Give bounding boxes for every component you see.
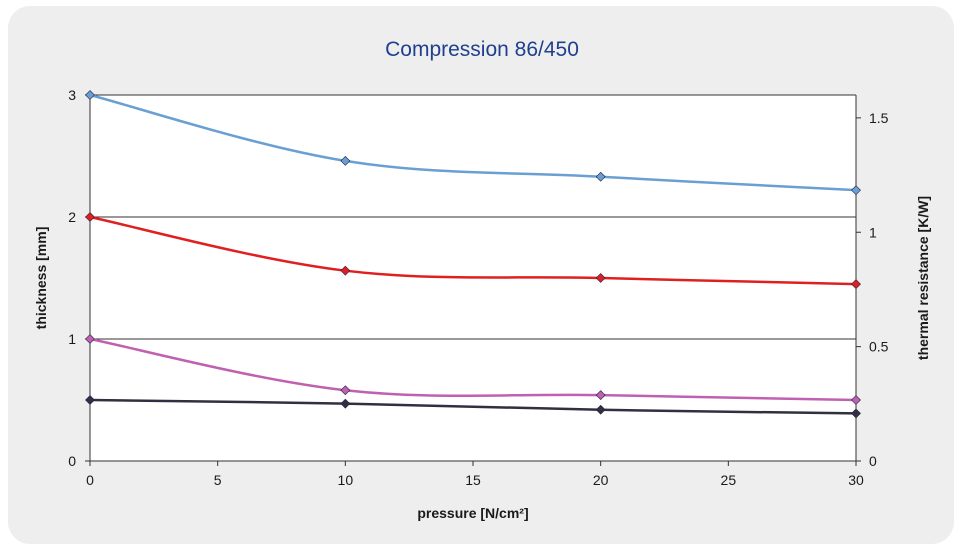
series-4-point	[851, 408, 861, 419]
x-tick-label: 5	[214, 472, 222, 488]
y2-tick-label: 1.5	[869, 110, 889, 126]
series-4-point	[85, 395, 95, 405]
x-tick-label: 0	[86, 472, 94, 488]
chart-title: Compression 86/450	[385, 38, 579, 61]
series-group	[85, 90, 861, 419]
x-tick-label: 20	[593, 472, 609, 488]
series-1-point	[595, 171, 606, 182]
series-line-3	[89, 337, 857, 402]
series-1-point	[340, 155, 351, 166]
series-1-point	[85, 90, 95, 100]
y-tick-label: 0	[68, 453, 76, 469]
y-tick-label: 2	[68, 209, 76, 225]
x-tick-label: 30	[848, 472, 864, 488]
y-axis-label: thickness [mm]	[33, 227, 49, 330]
x-axis-label: pressure [N/cm²]	[417, 505, 528, 521]
series-4-point	[595, 404, 606, 415]
y2-tick-label: 0.5	[869, 339, 889, 355]
series-3-point	[595, 390, 606, 401]
series-3-point	[340, 385, 351, 396]
series-line-1	[89, 93, 857, 192]
series-4-point	[340, 398, 351, 409]
series-2-point	[340, 265, 351, 276]
series-2-point	[851, 279, 861, 290]
y2-axis-label: thermal resistance [K/W]	[915, 196, 931, 360]
series-1-point	[851, 185, 861, 196]
series-2-point	[85, 212, 95, 222]
y2-tick-label: 0	[869, 453, 877, 469]
y2-tick-label: 1	[869, 224, 877, 240]
y-tick-label: 3	[68, 87, 76, 103]
x-tick-label: 25	[721, 472, 737, 488]
y-tick-label: 1	[68, 331, 76, 347]
series-2-point	[595, 273, 606, 283]
series-line-4	[89, 398, 857, 415]
x-tick-label: 10	[338, 472, 354, 488]
x-tick-label: 15	[465, 472, 481, 488]
series-3-point	[851, 395, 861, 405]
chart-card: 0 5 10 15 20 25 30 0 1 2 3 0 0.5 1 1.5 Compression 86/…	[8, 6, 954, 544]
gridlines	[90, 94, 856, 340]
series-3-point	[85, 334, 95, 344]
series-line-2	[89, 215, 857, 286]
